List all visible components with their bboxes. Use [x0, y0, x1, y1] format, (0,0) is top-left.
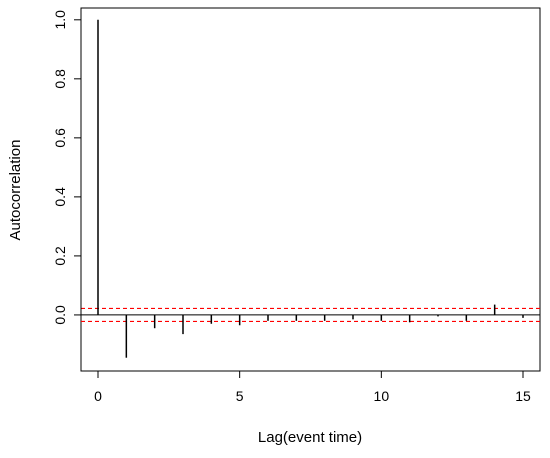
plot-box: [80, 7, 541, 372]
x-axis: 0 5 10 15: [94, 370, 531, 404]
x-tick-label: 10: [374, 388, 390, 404]
chart-marks: [81, 19, 540, 358]
x-tick-label: 15: [515, 388, 531, 404]
y-tick-label: 0.2: [52, 246, 68, 266]
x-tick-label: 5: [236, 388, 244, 404]
y-tick-label: 0.8: [52, 69, 68, 89]
y-tick-label: 0.0: [52, 305, 68, 325]
y-axis-label: Autocorrelation: [7, 140, 24, 241]
y-axis: 0.0 0.2 0.4 0.6 0.8 1.0: [52, 10, 82, 325]
x-tick-label: 0: [94, 388, 102, 404]
y-tick-label: 0.6: [52, 128, 68, 148]
y-tick-label: 1.0: [52, 10, 68, 30]
x-axis-label: Lag(event time): [258, 429, 362, 446]
y-tick-label: 0.4: [52, 187, 68, 207]
